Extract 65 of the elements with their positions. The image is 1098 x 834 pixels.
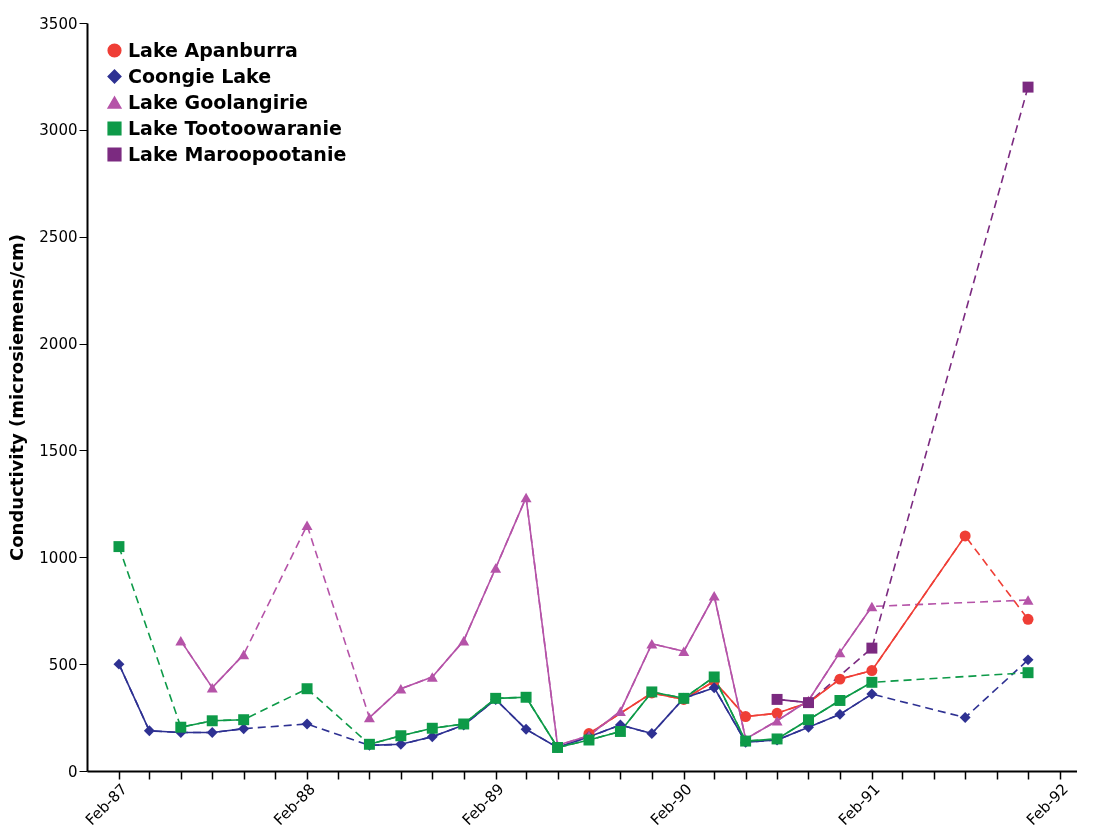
y-tick-label: 1500: [39, 441, 78, 460]
point: [771, 693, 783, 705]
point: [395, 730, 407, 742]
y-tick-label: 1000: [39, 548, 78, 567]
point: [646, 639, 658, 649]
point: [143, 725, 155, 737]
legend-label: Lake Apanburra: [128, 38, 298, 61]
point: [614, 725, 626, 737]
point: [426, 672, 438, 682]
point: [646, 728, 658, 740]
point: [206, 715, 218, 727]
point: [395, 683, 407, 694]
point: [1022, 81, 1034, 93]
point: [959, 712, 971, 724]
point: [678, 646, 690, 657]
point: [866, 688, 878, 700]
point: [834, 647, 846, 658]
point: [708, 671, 720, 683]
point: [113, 658, 125, 670]
point: [866, 676, 878, 688]
y-tick-label: 500: [48, 655, 78, 674]
point: [1022, 654, 1034, 666]
point: [959, 530, 971, 542]
point: [834, 695, 846, 706]
point: [490, 563, 502, 573]
legend-label: Lake Goolangirie: [128, 90, 308, 113]
point: [1022, 613, 1034, 625]
point: [206, 682, 218, 693]
point: [771, 707, 783, 719]
y-tick-label: 3500: [39, 14, 78, 33]
point: [866, 642, 878, 654]
point: [363, 712, 375, 723]
y-tick-label: 3000: [39, 121, 78, 140]
y-tick-label: 2000: [39, 335, 78, 354]
point: [771, 716, 783, 726]
point: [803, 714, 814, 726]
point: [520, 492, 532, 503]
point: [1022, 595, 1034, 605]
point: [740, 711, 752, 722]
point: [175, 721, 187, 733]
point: [238, 649, 250, 660]
y-axis-title: Conductivity (microsiemens/cm): [6, 234, 28, 561]
point: [834, 708, 846, 720]
point: [520, 691, 532, 703]
point: [866, 601, 878, 612]
legend-label: Coongie Lake: [128, 64, 272, 87]
point: [520, 723, 532, 735]
point: [206, 727, 218, 739]
point: [301, 520, 313, 530]
point: [301, 683, 313, 695]
point: [238, 714, 250, 726]
point: [113, 541, 125, 553]
legend-label: Lake Maroopootanie: [128, 142, 347, 165]
y-tick-label: 2500: [39, 228, 78, 247]
point: [458, 635, 470, 646]
point: [708, 682, 720, 694]
point: [1022, 667, 1034, 679]
point: [426, 722, 438, 734]
point: [175, 635, 187, 646]
point: [834, 673, 846, 685]
legend-label: Lake Tootoowaranie: [128, 116, 342, 139]
point: [301, 718, 313, 730]
point: [708, 591, 720, 601]
point: [866, 665, 878, 677]
y-tick-label: 0: [67, 762, 78, 781]
